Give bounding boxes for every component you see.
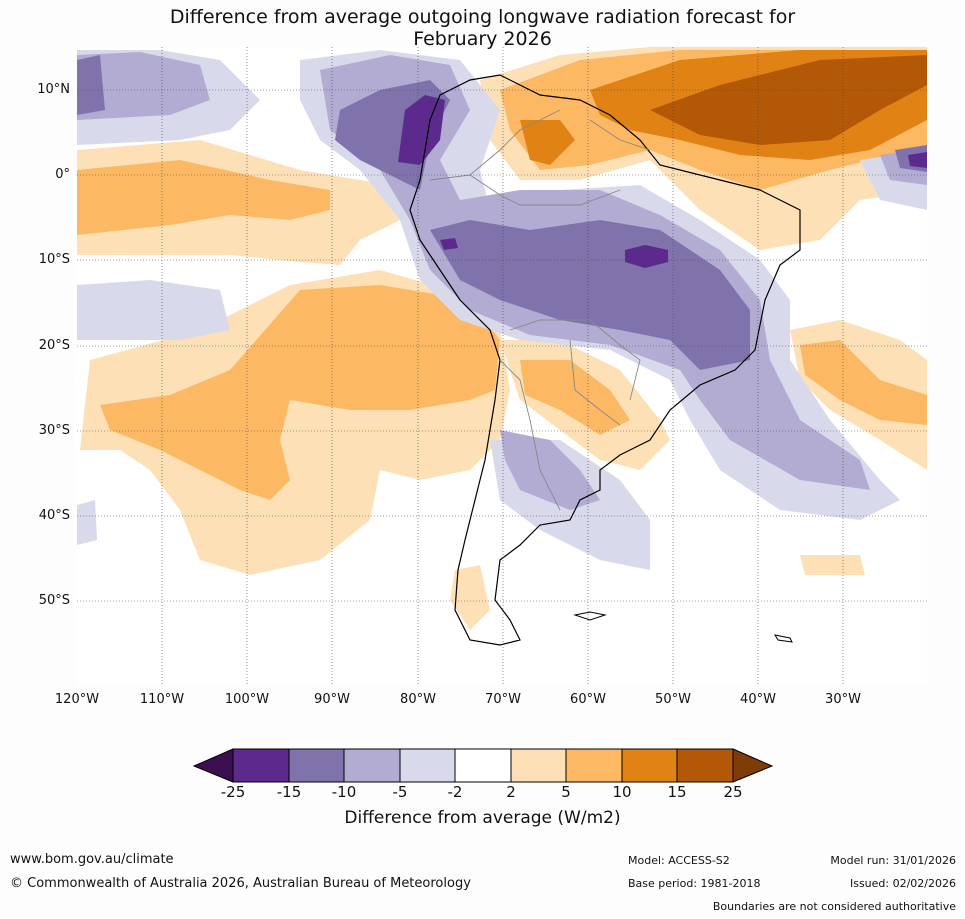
lat-label: 10°N: [37, 82, 70, 97]
footer-copyright: © Commonwealth of Australia 2026, Austra…: [10, 876, 471, 891]
lon-label: 50°W: [655, 692, 691, 707]
colorbar-tick: -15: [276, 783, 302, 801]
colorbar-segment: [732, 748, 774, 783]
lon-label: 80°W: [400, 692, 436, 707]
footer-model-run: Model run: 31/01/2026: [830, 854, 956, 867]
region-neg-2-5: [77, 500, 97, 545]
region-neg-15-25: [908, 152, 927, 168]
colorbar-title: Difference from average (W/m2): [344, 808, 621, 828]
footer-url[interactable]: www.bom.gov.au/climate: [10, 852, 174, 867]
region-pos-15-25: [650, 55, 927, 145]
region-neg-10-15: [77, 55, 105, 115]
region-neg-5-10: [500, 430, 600, 510]
colorbar-segment: [510, 748, 567, 783]
lat-label: 30°S: [38, 423, 70, 438]
region-neg-5-10: [77, 52, 210, 120]
colorbar-segment: [676, 748, 734, 783]
colorbar-tick: -25: [220, 783, 246, 801]
region-pos-5-10: [520, 360, 630, 435]
negative-anomaly-regions: [77, 50, 927, 570]
colorbar-tick: 5: [561, 783, 571, 801]
lon-label: 100°W: [224, 692, 270, 707]
region-pos-5-10: [800, 340, 927, 425]
region-neg-15-25: [440, 238, 458, 250]
gridlines: [77, 47, 927, 685]
lat-label: 0°: [55, 167, 70, 182]
colorbar-segment: [288, 748, 345, 783]
lon-label: 120°W: [54, 692, 100, 707]
region-neg-10-15: [430, 220, 750, 370]
region-pos-2-5: [800, 555, 865, 575]
lon-label: 90°W: [314, 692, 350, 707]
lat-label: 50°S: [38, 593, 70, 608]
colorbar: [192, 748, 774, 783]
region-pos-10-15: [520, 120, 575, 165]
lon-label: 110°W: [139, 692, 185, 707]
colorbar-segment: [565, 748, 623, 783]
region-neg-15-25: [625, 245, 668, 268]
footer-base-period: Base period: 1981-2018: [628, 877, 761, 890]
footer-issued: Issued: 02/02/2026: [849, 877, 956, 890]
colorbar-segment: [621, 748, 678, 783]
region-neg-2-5: [77, 280, 230, 340]
colorbar-tick: 25: [723, 783, 743, 801]
colorbar-segment: [343, 748, 401, 783]
footer-disclaimer: Boundaries are not considered authoritat…: [712, 900, 956, 913]
colorbar-tick: 10: [612, 783, 632, 801]
lon-label: 30°W: [825, 692, 861, 707]
colorbar-segment: [232, 748, 290, 783]
lon-label: 70°W: [485, 692, 521, 707]
colorbar-segment: [399, 748, 456, 783]
colorbar-tick: -10: [331, 783, 357, 801]
colorbar-tick: 15: [667, 783, 687, 801]
islands: [573, 611, 793, 643]
map-title-line2: February 2026: [413, 28, 552, 50]
colorbar-tick: -5: [392, 783, 408, 801]
lat-label: 40°S: [38, 508, 70, 523]
colorbar-tick: 2: [506, 783, 516, 801]
colorbar-tick: -2: [447, 783, 463, 801]
colorbar-segment: [192, 748, 234, 783]
footer-model: Model: ACCESS-S2: [628, 854, 730, 867]
colorbar-segment: [454, 748, 512, 783]
lat-label: 20°S: [38, 338, 70, 353]
positive-anomaly-regions: [77, 47, 927, 630]
lat-label: 10°S: [38, 252, 70, 267]
region-pos-5-10: [77, 160, 330, 235]
lon-label: 60°W: [570, 692, 606, 707]
map-title-line1: Difference from average outgoing longwav…: [169, 6, 796, 28]
lon-label: 40°W: [740, 692, 776, 707]
region-pos-2-5: [450, 565, 490, 630]
country-borders: [429, 109, 651, 511]
region-pos-5-10: [100, 285, 500, 500]
south-america-coastline: [409, 74, 801, 646]
